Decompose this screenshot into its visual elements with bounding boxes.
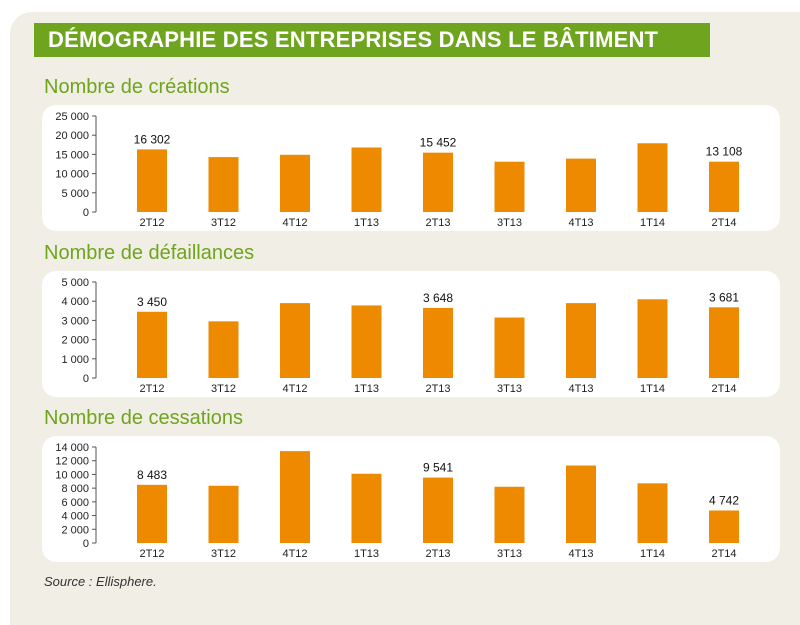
x-tick-label: 1T13 — [354, 548, 379, 560]
y-tick-label: 0 — [83, 538, 89, 550]
x-tick-label: 2T12 — [139, 548, 164, 560]
x-tick-label: 3T12 — [211, 383, 236, 395]
y-tick-label: 2 000 — [61, 335, 89, 347]
y-tick-label: 4 000 — [61, 511, 89, 523]
y-tick-label: 14 000 — [55, 442, 89, 454]
data-label: 8 483 — [137, 468, 167, 482]
x-tick-label: 4T12 — [282, 383, 307, 395]
bar-1T14 — [637, 483, 668, 543]
bar-2T13 — [423, 477, 453, 543]
y-tick-label: 15 000 — [55, 149, 89, 161]
chart-creations: 0 5 000 10 000 15 000 20 000 25 000 2T12 16 302… — [55, 111, 743, 229]
x-tick-label: 4T13 — [568, 217, 593, 229]
bar-2T14 — [709, 510, 739, 543]
source-note: Source : Ellisphere. — [44, 574, 157, 589]
bar-2T12 — [137, 149, 167, 212]
chart-defaillances: 0 1 000 2 000 3 000 4 000 5 000 2T12 3 450 3T12 4… — [61, 277, 739, 395]
bar-2T13 — [423, 307, 453, 378]
y-tick-label: 1 000 — [61, 354, 89, 366]
chart-panel-cessations: 0 2 000 4 000 6 000 8 000 10 000 12 000 14 000 2… — [42, 436, 780, 562]
y-tick-label: 25 000 — [55, 111, 89, 123]
data-label: 4 742 — [709, 493, 739, 507]
y-tick-label: 0 — [83, 373, 89, 385]
bar-4T12 — [280, 303, 310, 378]
x-tick-label: 3T12 — [211, 217, 236, 229]
bar-1T13 — [351, 473, 382, 543]
bar-3T13 — [494, 486, 525, 543]
x-tick-label: 4T13 — [568, 548, 593, 560]
x-tick-label: 2T12 — [139, 383, 164, 395]
x-tick-label: 3T13 — [497, 383, 522, 395]
bar-1T13 — [351, 305, 382, 378]
y-tick-label: 10 000 — [55, 469, 89, 481]
y-tick-label: 10 000 — [55, 169, 89, 181]
chart-panel-creations: 0 5 000 10 000 15 000 20 000 25 000 2T12 16 302… — [42, 105, 780, 231]
bar-1T13 — [351, 147, 382, 212]
x-tick-label: 4T12 — [282, 548, 307, 560]
bar-3T12 — [208, 157, 239, 212]
y-tick-label: 6 000 — [61, 497, 89, 509]
y-tick-label: 2 000 — [61, 524, 89, 536]
y-tick-label: 5 000 — [61, 277, 89, 289]
data-label: 3 648 — [423, 291, 453, 305]
y-tick-label: 0 — [83, 207, 89, 219]
bar-4T13 — [566, 303, 596, 378]
bar-4T13 — [566, 158, 596, 212]
x-tick-label: 2T14 — [711, 548, 736, 560]
data-label: 13 108 — [706, 145, 743, 159]
bar-3T13 — [494, 161, 525, 212]
data-label: 16 302 — [134, 132, 171, 146]
x-tick-label: 2T14 — [711, 217, 736, 229]
x-tick-label: 1T14 — [640, 548, 665, 560]
page-title: DÉMOGRAPHIE DES ENTREPRISES DANS LE BÂTI… — [34, 23, 710, 57]
x-tick-label: 2T13 — [425, 548, 450, 560]
x-tick-label: 1T14 — [640, 383, 665, 395]
y-tick-label: 3 000 — [61, 315, 89, 327]
bar-1T14 — [637, 143, 668, 212]
x-tick-label: 3T13 — [497, 217, 522, 229]
bar-2T13 — [423, 152, 453, 212]
bar-1T14 — [637, 299, 668, 378]
data-label: 3 681 — [709, 290, 739, 304]
bar-2T12 — [137, 311, 167, 378]
chart-panel-defaillances: 0 1 000 2 000 3 000 4 000 5 000 2T12 3 450 3T12 4… — [42, 271, 780, 397]
x-tick-label: 1T13 — [354, 217, 379, 229]
y-tick-label: 12 000 — [55, 456, 89, 468]
x-tick-label: 2T13 — [425, 383, 450, 395]
bar-3T12 — [208, 321, 239, 378]
bar-4T12 — [280, 451, 310, 543]
x-tick-label: 2T13 — [425, 217, 450, 229]
y-tick-label: 8 000 — [61, 483, 89, 495]
x-tick-label: 4T13 — [568, 383, 593, 395]
x-tick-label: 2T14 — [711, 383, 736, 395]
bar-3T13 — [494, 317, 525, 378]
y-tick-label: 20 000 — [55, 130, 89, 142]
chart-title-creations: Nombre de créations — [44, 76, 230, 98]
x-tick-label: 1T14 — [640, 217, 665, 229]
bar-2T14 — [709, 161, 739, 212]
x-tick-label: 2T12 — [139, 217, 164, 229]
chart-title-cessations: Nombre de cessations — [44, 407, 243, 429]
data-label: 9 541 — [423, 461, 453, 475]
data-label: 3 450 — [137, 295, 167, 309]
bar-4T12 — [280, 154, 310, 212]
x-tick-label: 3T12 — [211, 548, 236, 560]
bar-2T12 — [137, 484, 167, 543]
x-tick-label: 3T13 — [497, 548, 522, 560]
chart-title-defaillances: Nombre de défaillances — [44, 242, 255, 264]
data-label: 15 452 — [420, 136, 457, 150]
bar-4T13 — [566, 465, 596, 543]
x-tick-label: 1T13 — [354, 383, 379, 395]
bar-2T14 — [709, 307, 739, 378]
y-tick-label: 4 000 — [61, 296, 89, 308]
bar-3T12 — [208, 485, 239, 543]
x-tick-label: 4T12 — [282, 217, 307, 229]
y-tick-label: 5 000 — [61, 188, 89, 200]
